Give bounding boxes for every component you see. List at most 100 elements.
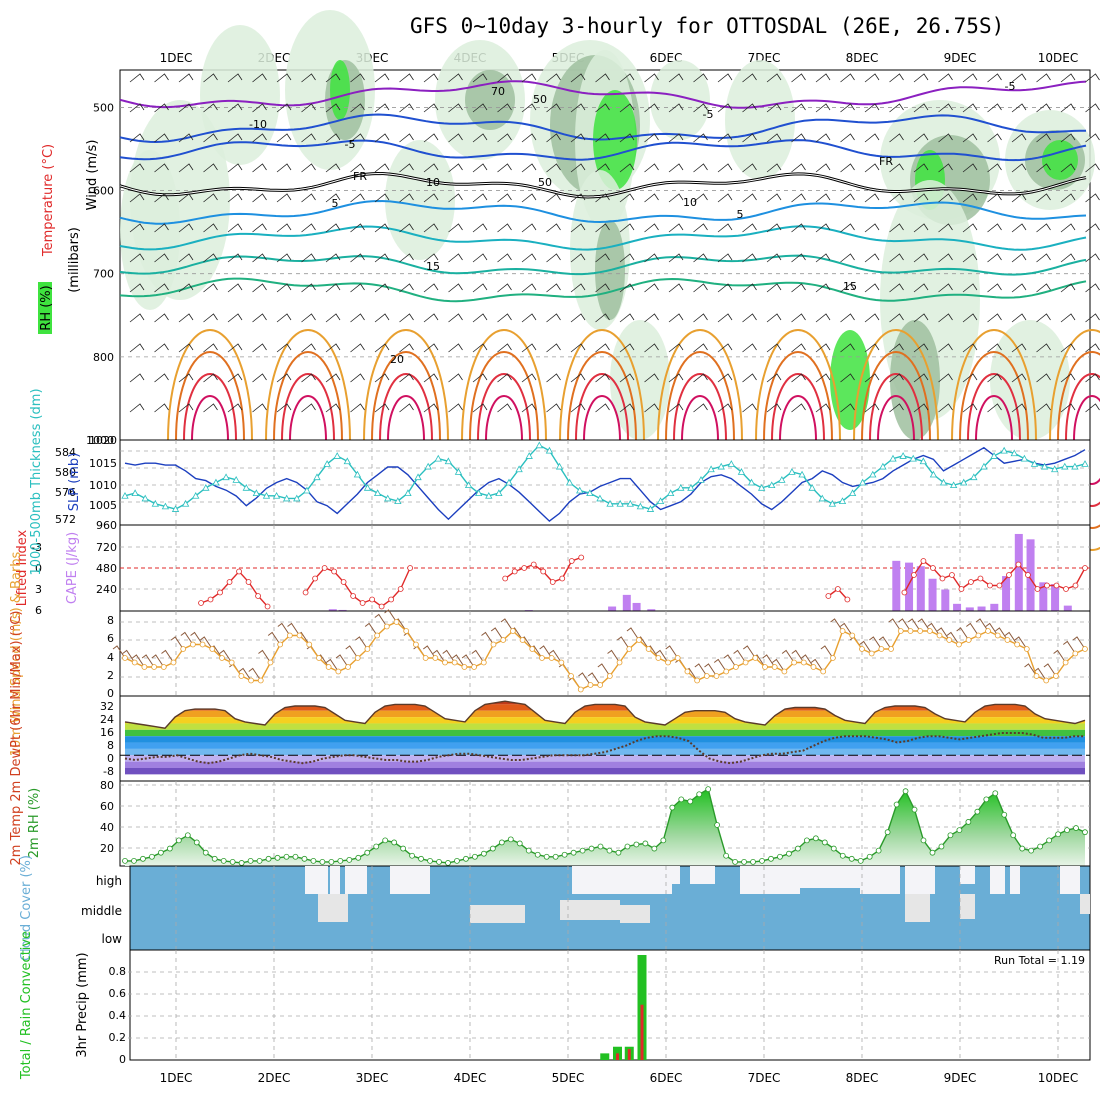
- precip-panel: 0.8 0.6 0.4 0.2 0 Run Total = 1.19: [109, 949, 1091, 1066]
- wind-barb: [864, 253, 880, 263]
- wind10-line-point: [645, 646, 652, 652]
- wind-barb: [350, 103, 365, 113]
- thickness-line-point: [626, 499, 634, 507]
- thickness-tick: 576: [55, 486, 76, 499]
- wind-barb: [840, 373, 855, 383]
- mid-cloud-cell: [560, 900, 620, 920]
- wind-barb: [717, 103, 733, 113]
- wind-barb: [154, 343, 169, 353]
- wind-barb: [742, 163, 757, 173]
- cape-bar: [916, 566, 925, 611]
- rh-blob: [120, 150, 180, 310]
- thickness-line-point: [283, 494, 291, 502]
- wind10-line-point: [897, 628, 904, 634]
- wind-barb: [1011, 133, 1027, 143]
- precip-frame: [129, 949, 1091, 1061]
- wind-barb: [889, 133, 904, 143]
- wind10-line-point: [917, 628, 924, 634]
- wind-barb: [889, 373, 904, 383]
- rh2m-line-point: [884, 829, 891, 836]
- wind-barb: [129, 73, 145, 83]
- thickness-line-point: [576, 486, 584, 494]
- wind-barb: [325, 253, 341, 263]
- wind-barb: [423, 253, 439, 263]
- wind-barb: [325, 163, 341, 173]
- wind-barb: [717, 253, 733, 263]
- wind-barb: [1036, 313, 1051, 323]
- high-cloud-cell: [740, 866, 800, 894]
- wind-barb: [962, 283, 978, 293]
- wind10-line-point: [1053, 673, 1059, 679]
- li-line-point: [559, 575, 566, 582]
- rh-blob: [385, 140, 455, 260]
- wind-barb: [864, 343, 880, 353]
- wind-barb: [668, 223, 684, 233]
- wind10-line-point: [209, 646, 216, 652]
- wind10-line-point: [597, 682, 604, 688]
- wind10-barb: [956, 627, 970, 641]
- wind-barb: [546, 163, 561, 173]
- wind-barb: [889, 73, 904, 83]
- li-tick: 3: [35, 583, 42, 596]
- wind-barb: [1060, 403, 1076, 413]
- rh2m-line-point: [400, 845, 407, 852]
- rh2m-line-point: [1064, 827, 1070, 834]
- li-line-point: [1072, 582, 1079, 589]
- temp-tick: 8: [107, 739, 114, 752]
- wind-barb: [472, 373, 488, 383]
- wind-barb: [619, 283, 635, 293]
- high-cloud-cell: [1060, 866, 1080, 894]
- wind-barb: [252, 403, 267, 413]
- wind-barb: [570, 103, 586, 113]
- li-line-point: [397, 586, 404, 592]
- wind10-line-point: [238, 673, 245, 679]
- li-line-point: [1063, 586, 1069, 592]
- pressure-tick: 700: [93, 268, 114, 281]
- precip-total-bar: [600, 1053, 610, 1060]
- cape-bar: [953, 603, 962, 611]
- mid-cloud-cell: [960, 894, 975, 919]
- wind-barb: [448, 403, 463, 413]
- cape-bar: [965, 607, 974, 611]
- wind-barb: [399, 193, 414, 203]
- contour-label: FR: [353, 170, 367, 183]
- wind10-line-point: [771, 664, 778, 670]
- wind-barb: [374, 403, 390, 413]
- cape-bar: [1014, 533, 1023, 611]
- high-cloud-cell: [572, 866, 632, 894]
- wind-barb: [962, 103, 978, 113]
- wind-barb: [276, 133, 292, 143]
- wind-barb: [693, 343, 708, 353]
- wind-barb: [399, 163, 414, 173]
- wind-barb: [570, 193, 586, 203]
- wind-barb: [546, 313, 561, 323]
- wind-barb: [938, 73, 953, 83]
- wind-barb: [1060, 373, 1076, 383]
- wind10-barb: [141, 654, 155, 668]
- wind-barb: [129, 193, 145, 203]
- thickness-line-point: [131, 489, 139, 497]
- wind10-line-point: [762, 664, 768, 670]
- wind-barb: [399, 373, 414, 383]
- rh2m-line-point: [983, 796, 990, 803]
- wind-barb: [693, 403, 708, 413]
- wind10-line-point: [180, 646, 187, 652]
- li-line-point: [549, 579, 556, 585]
- wind10-line-point: [1023, 646, 1030, 652]
- wind-barb: [1011, 103, 1027, 113]
- li-line-point: [312, 575, 318, 582]
- wind-barb: [815, 283, 831, 293]
- wind-barb: [693, 163, 708, 173]
- wind-barb: [1060, 163, 1076, 173]
- wind-barb: [521, 253, 537, 263]
- wind-barb: [644, 283, 659, 293]
- thickness-line-point: [212, 478, 220, 486]
- wind-barb: [693, 253, 708, 263]
- thickness-line-point: [848, 489, 857, 497]
- rh2m-line-point: [247, 857, 254, 864]
- cloud-panel: high middle low: [81, 865, 1091, 951]
- rh2m-line-point: [669, 804, 676, 811]
- wind10-barb: [549, 649, 562, 663]
- wind-barb: [154, 253, 169, 263]
- li-line-point: [825, 593, 832, 599]
